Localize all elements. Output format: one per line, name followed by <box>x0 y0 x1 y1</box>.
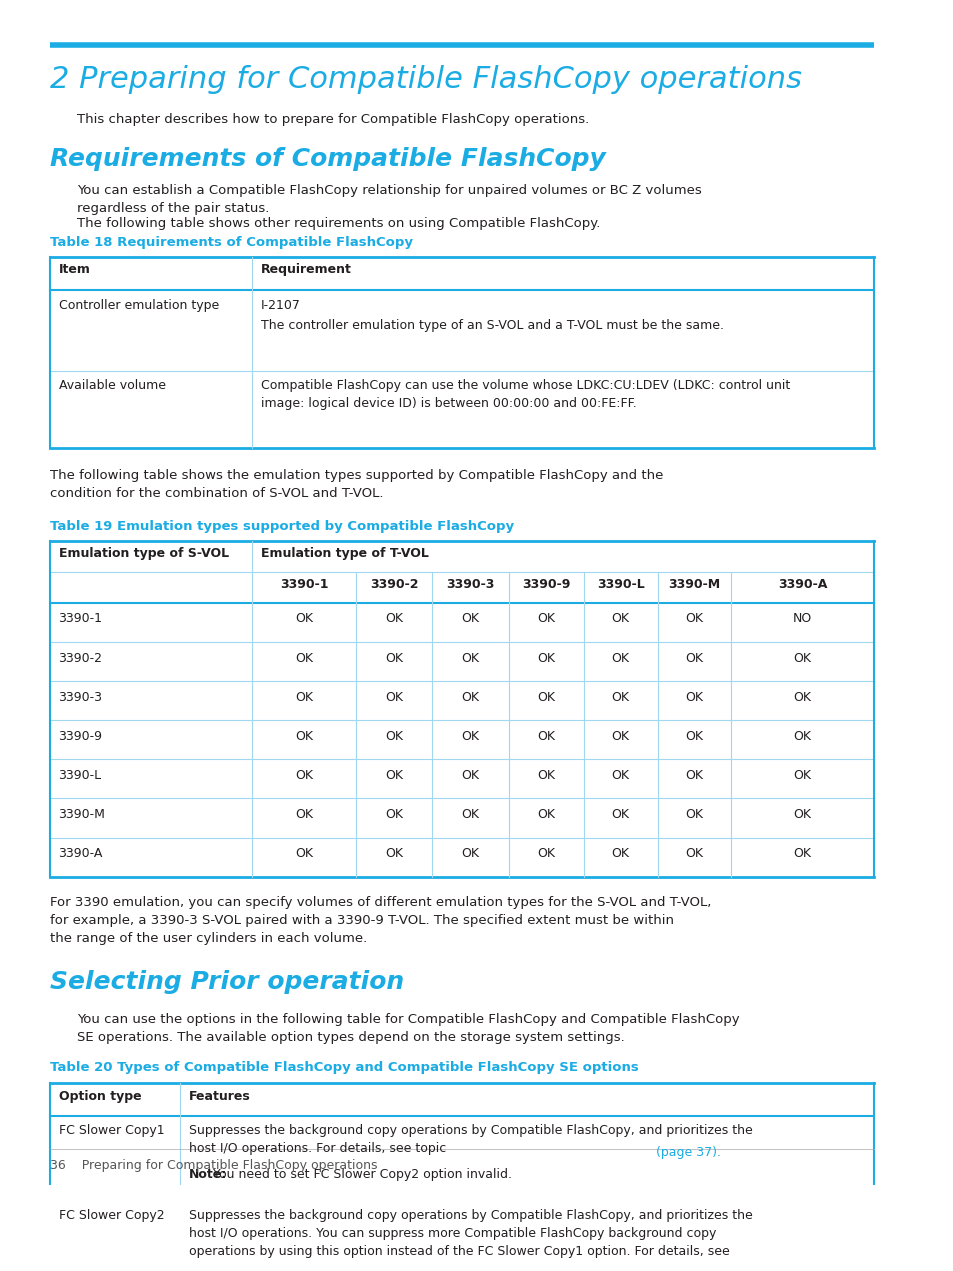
Text: OK: OK <box>793 846 811 860</box>
Text: OK: OK <box>793 808 811 821</box>
Text: OK: OK <box>684 769 702 782</box>
Text: For 3390 emulation, you can specify volumes of different emulation types for the: For 3390 emulation, you can specify volu… <box>50 896 710 944</box>
Text: OK: OK <box>793 652 811 665</box>
Text: OK: OK <box>611 652 629 665</box>
Text: OK: OK <box>461 652 479 665</box>
Text: I-2107: I-2107 <box>261 299 301 311</box>
Text: OK: OK <box>461 730 479 742</box>
Text: FC Slower Copy2: FC Slower Copy2 <box>58 1210 164 1223</box>
Text: OK: OK <box>294 613 313 625</box>
Text: OK: OK <box>461 808 479 821</box>
Text: 3390-2: 3390-2 <box>58 652 102 665</box>
Text: Table 20 Types of Compatible FlashCopy and Compatible FlashCopy SE options: Table 20 Types of Compatible FlashCopy a… <box>50 1061 638 1074</box>
Text: 3390-1: 3390-1 <box>279 578 328 591</box>
Text: (page 37).: (page 37). <box>655 1145 720 1158</box>
Text: You can use the options in the following table for Compatible FlashCopy and Comp: You can use the options in the following… <box>76 1013 739 1043</box>
Text: OK: OK <box>294 690 313 704</box>
Text: OK: OK <box>294 808 313 821</box>
Text: OK: OK <box>684 690 702 704</box>
Text: Table 19 Emulation types supported by Compatible FlashCopy: Table 19 Emulation types supported by Co… <box>50 520 513 533</box>
Text: OK: OK <box>294 769 313 782</box>
Text: OK: OK <box>793 690 811 704</box>
Text: OK: OK <box>611 769 629 782</box>
Text: Suppresses the background copy operations by Compatible FlashCopy, and prioritiz: Suppresses the background copy operation… <box>189 1210 752 1258</box>
Text: OK: OK <box>537 730 555 742</box>
Text: 3390-A: 3390-A <box>58 846 103 860</box>
Text: OK: OK <box>461 846 479 860</box>
Text: Controller emulation type: Controller emulation type <box>58 299 218 311</box>
Text: FC Slower Copy1: FC Slower Copy1 <box>58 1124 164 1138</box>
Text: OK: OK <box>385 808 402 821</box>
Text: OK: OK <box>793 730 811 742</box>
Text: OK: OK <box>537 690 555 704</box>
Text: OK: OK <box>684 846 702 860</box>
Text: 3390-9: 3390-9 <box>58 730 102 742</box>
Text: Requirements of Compatible FlashCopy: Requirements of Compatible FlashCopy <box>50 147 604 170</box>
Text: 3390-M: 3390-M <box>58 808 106 821</box>
Text: OK: OK <box>537 808 555 821</box>
Text: Table 18 Requirements of Compatible FlashCopy: Table 18 Requirements of Compatible Flas… <box>50 235 412 249</box>
Text: 3390-M: 3390-M <box>668 578 720 591</box>
Text: OK: OK <box>385 690 402 704</box>
Text: 3390-A: 3390-A <box>777 578 826 591</box>
Text: This chapter describes how to prepare for Compatible FlashCopy operations.: This chapter describes how to prepare fo… <box>76 113 588 126</box>
Text: OK: OK <box>793 769 811 782</box>
Text: OK: OK <box>611 846 629 860</box>
Text: OK: OK <box>385 730 402 742</box>
Text: You need to set FC Slower Copy2 option invalid.: You need to set FC Slower Copy2 option i… <box>189 1168 512 1181</box>
Text: Item: Item <box>58 263 91 276</box>
Text: 3390-3: 3390-3 <box>58 690 102 704</box>
Text: Available volume: Available volume <box>58 379 166 391</box>
Text: Emulation type of T-VOL: Emulation type of T-VOL <box>261 548 429 561</box>
Text: OK: OK <box>611 730 629 742</box>
Text: OK: OK <box>611 613 629 625</box>
Text: 2 Preparing for Compatible FlashCopy operations: 2 Preparing for Compatible FlashCopy ope… <box>50 65 801 94</box>
Text: OK: OK <box>385 613 402 625</box>
Text: You can establish a Compatible FlashCopy relationship for unpaired volumes or BC: You can establish a Compatible FlashCopy… <box>76 183 700 215</box>
Text: OK: OK <box>385 652 402 665</box>
Text: OK: OK <box>537 652 555 665</box>
Text: OK: OK <box>684 808 702 821</box>
Text: Option type: Option type <box>58 1089 141 1103</box>
Text: 36    Preparing for Compatible FlashCopy operations: 36 Preparing for Compatible FlashCopy op… <box>50 1159 376 1172</box>
Text: OK: OK <box>537 846 555 860</box>
Text: OK: OK <box>537 613 555 625</box>
Text: OK: OK <box>461 769 479 782</box>
Text: 3390-1: 3390-1 <box>58 613 102 625</box>
Text: 3390-9: 3390-9 <box>521 578 570 591</box>
Text: 3390-L: 3390-L <box>58 769 102 782</box>
Text: OK: OK <box>294 730 313 742</box>
Text: Requirement: Requirement <box>261 263 352 276</box>
Text: The following table shows other requirements on using Compatible FlashCopy.: The following table shows other requirem… <box>76 217 599 230</box>
Text: OK: OK <box>611 690 629 704</box>
Text: 3390-2: 3390-2 <box>370 578 417 591</box>
Text: OK: OK <box>461 690 479 704</box>
Text: Suppresses the background copy operations by Compatible FlashCopy, and prioritiz: Suppresses the background copy operation… <box>189 1124 752 1155</box>
Text: OK: OK <box>684 652 702 665</box>
Text: OK: OK <box>537 769 555 782</box>
Text: OK: OK <box>294 846 313 860</box>
Text: Compatible FlashCopy can use the volume whose LDKC:CU:LDEV (LDKC: control unit
i: Compatible FlashCopy can use the volume … <box>261 379 790 411</box>
Text: Features: Features <box>189 1089 251 1103</box>
Text: OK: OK <box>684 730 702 742</box>
Text: 3390-L: 3390-L <box>596 578 644 591</box>
Text: OK: OK <box>385 846 402 860</box>
Text: Emulation type of S-VOL: Emulation type of S-VOL <box>58 548 229 561</box>
Text: OK: OK <box>611 808 629 821</box>
Text: The controller emulation type of an S-VOL and a T-VOL must be the same.: The controller emulation type of an S-VO… <box>261 319 723 332</box>
Text: OK: OK <box>684 613 702 625</box>
Text: 3390-3: 3390-3 <box>446 578 495 591</box>
Text: OK: OK <box>294 652 313 665</box>
Text: OK: OK <box>385 769 402 782</box>
Text: OK: OK <box>461 613 479 625</box>
Text: Selecting Prior operation: Selecting Prior operation <box>50 970 403 994</box>
Text: The following table shows the emulation types supported by Compatible FlashCopy : The following table shows the emulation … <box>50 469 662 500</box>
Text: NO: NO <box>792 613 811 625</box>
Text: Note:: Note: <box>189 1168 227 1181</box>
